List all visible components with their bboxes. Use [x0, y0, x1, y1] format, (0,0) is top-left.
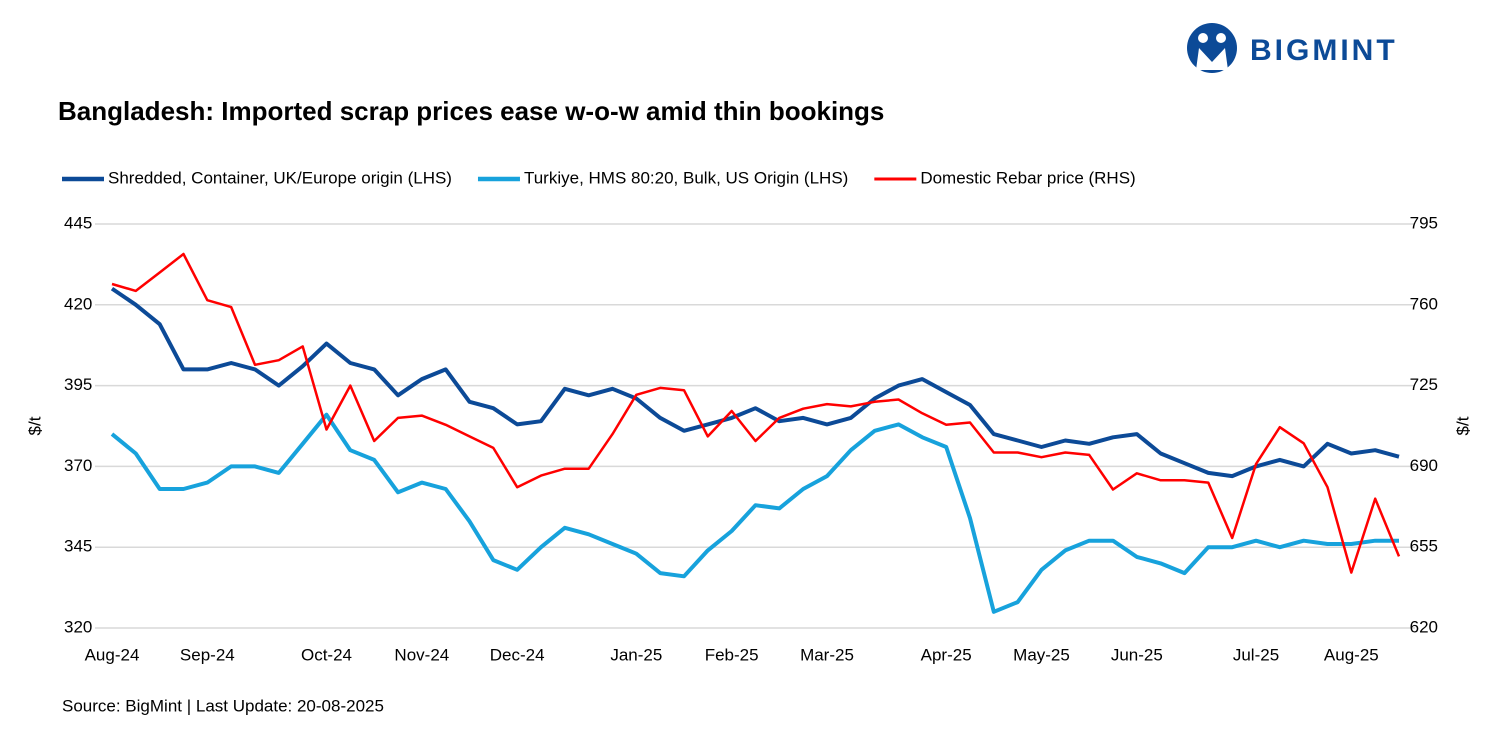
x-tick-label: Aug-25: [1324, 645, 1379, 664]
legend-label: Turkiye, HMS 80:20, Bulk, US Origin (LHS…: [524, 168, 848, 187]
y2-tick-label: 690: [1410, 456, 1438, 475]
series-line: [110, 286, 1400, 479]
y-tick-label: 320: [64, 617, 92, 636]
x-tick-label: Dec-24: [490, 645, 545, 664]
x-tick-label: Nov-24: [394, 645, 449, 664]
source-note: Source: BigMint | Last Update: 20-08-202…: [62, 696, 384, 715]
y2-tick-label: 760: [1410, 294, 1438, 313]
x-tick-label: Jan-25: [610, 645, 662, 664]
x-tick-label: Jun-25: [1111, 645, 1163, 664]
logo-icon: [1187, 23, 1237, 73]
y-axis-label: $/t: [25, 416, 44, 435]
y2-tick-label: 795: [1410, 213, 1438, 232]
chart-title: Bangladesh: Imported scrap prices ease w…: [58, 96, 884, 126]
x-tick-label: May-25: [1013, 645, 1070, 664]
x-tick-label: Aug-24: [85, 645, 140, 664]
x-tick-label: Jul-25: [1233, 645, 1279, 664]
y2-tick-label: 655: [1410, 537, 1438, 556]
logo-text: BIGMINT: [1250, 34, 1398, 67]
y-tick-label: 445: [64, 213, 92, 232]
x-tick-label: Oct-24: [301, 645, 352, 664]
y2-tick-label: 725: [1410, 375, 1438, 394]
legend-label: Domestic Rebar price (RHS): [920, 168, 1135, 187]
y-tick-label: 420: [64, 294, 92, 313]
y-tick-label: 370: [64, 456, 92, 475]
y-tick-label: 395: [64, 375, 92, 394]
series-line: [110, 412, 1399, 614]
x-tick-label: Mar-25: [800, 645, 854, 664]
x-tick-label: Apr-25: [921, 645, 972, 664]
x-tick-label: Sep-24: [180, 645, 235, 664]
y2-tick-label: 620: [1410, 617, 1438, 636]
y2-axis-label: $/t: [1453, 416, 1472, 435]
x-tick-label: Feb-25: [705, 645, 759, 664]
y-tick-label: 345: [64, 537, 92, 556]
legend-label: Shredded, Container, UK/Europe origin (L…: [108, 168, 452, 187]
series-line: [111, 252, 1401, 574]
